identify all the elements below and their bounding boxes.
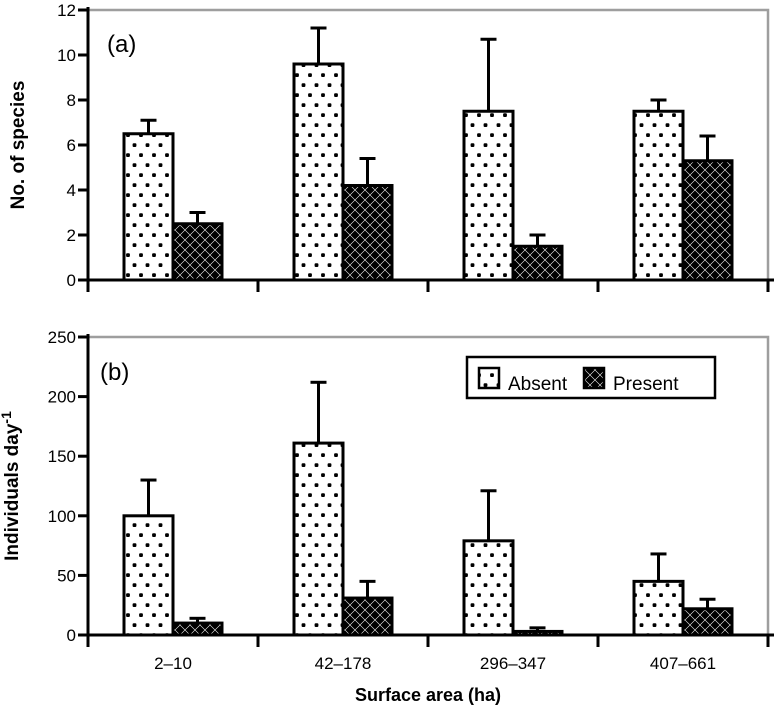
bar-absent-group-4 xyxy=(632,579,685,637)
y-tick-label: 100 xyxy=(48,507,76,526)
bar-present-group-1 xyxy=(171,621,224,637)
bar-absent-group-2 xyxy=(292,441,345,637)
x-axis-title: Surface area (ha) xyxy=(355,685,501,705)
bar-absent-group-1 xyxy=(122,514,175,637)
bar-absent-group-3 xyxy=(462,539,515,637)
legend-swatch-absent xyxy=(477,366,501,390)
legend-label-present: Present xyxy=(613,374,679,395)
bar-present-group-2 xyxy=(341,184,394,282)
x-tick-label: 296–347 xyxy=(480,654,546,673)
bar-present-group-4 xyxy=(681,159,734,282)
y-tick-label: 4 xyxy=(67,181,76,200)
y-tick-label: 6 xyxy=(67,136,76,155)
y-axis-title-b: Individuals day-1 xyxy=(0,411,23,561)
y-tick-label: 150 xyxy=(48,447,76,466)
y-tick-label: 250 xyxy=(48,328,76,347)
y-tick-label: 200 xyxy=(48,388,76,407)
bar-present-group-3 xyxy=(511,244,564,282)
y-tick-label: 8 xyxy=(67,91,76,110)
y-tick-label: 0 xyxy=(67,626,76,645)
bar-absent-group-1 xyxy=(122,132,175,282)
y-tick-label: 10 xyxy=(57,46,76,65)
y-tick-label: 12 xyxy=(57,1,76,20)
bar-absent-group-4 xyxy=(632,109,685,282)
y-tick-label: 50 xyxy=(57,566,76,585)
y-tick-label: 0 xyxy=(67,271,76,290)
bar-present-group-1 xyxy=(171,222,224,282)
x-tick-label: 2–10 xyxy=(154,654,192,673)
bar-absent-group-3 xyxy=(462,109,515,282)
legend-swatch-present xyxy=(582,366,606,390)
x-tick-label: 42–178 xyxy=(315,654,372,673)
bar-present-group-4 xyxy=(681,607,734,637)
x-tick-label: 407–661 xyxy=(650,654,716,673)
bar-absent-group-2 xyxy=(292,62,345,282)
y-tick-label: 2 xyxy=(67,226,76,245)
y-axis-title-a: No. of species xyxy=(8,81,29,210)
panel-label-a: (a) xyxy=(107,31,136,58)
panel-label-b: (b) xyxy=(100,359,129,386)
legend-label-absent: Absent xyxy=(508,374,568,395)
bar-present-group-2 xyxy=(341,596,394,637)
